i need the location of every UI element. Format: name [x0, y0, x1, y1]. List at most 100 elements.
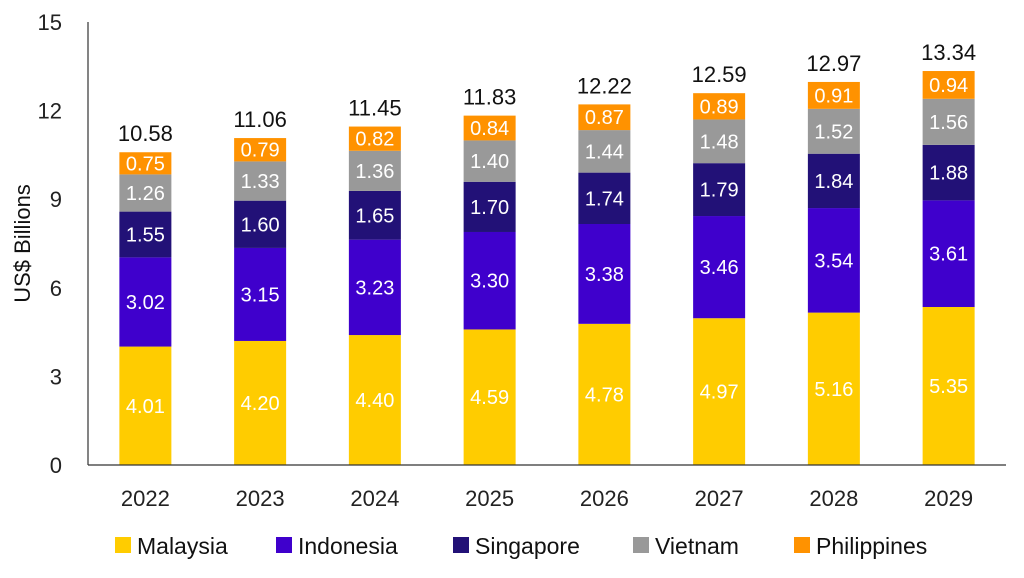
y-tick-label: 0 — [50, 453, 62, 478]
legend-item-singapore: Singapore — [453, 533, 580, 559]
bar-segment-vietnam — [922, 98, 975, 145]
bar-segment-malaysia — [693, 318, 746, 465]
bar-segment-vietnam — [578, 130, 631, 173]
data-label: 3.02 — [126, 292, 165, 314]
bar-segment-indonesia — [693, 216, 746, 319]
total-label: 12.59 — [692, 62, 747, 87]
y-tick-label: 15 — [38, 10, 62, 35]
data-label: 3.54 — [814, 250, 853, 272]
bar-segment-malaysia — [463, 329, 516, 465]
data-label: 1.65 — [355, 205, 394, 227]
bar-segment-malaysia — [119, 346, 172, 465]
data-label: 1.48 — [700, 131, 739, 153]
data-label: 4.78 — [585, 384, 624, 406]
data-label: 3.23 — [355, 277, 394, 299]
bar-segment-philippines — [578, 104, 631, 131]
bar-segment-philippines — [922, 71, 975, 99]
bar-segment-singapore — [234, 200, 287, 248]
data-label: 5.16 — [814, 379, 853, 401]
x-axis: 2022 2023 2024 2025 2026 2027 2028 2029 — [88, 464, 1006, 511]
legend-label: Philippines — [816, 533, 927, 559]
bar-segment-vietnam — [234, 161, 287, 201]
y-tick-label: 12 — [38, 99, 62, 124]
bar-segment-vietnam — [348, 150, 401, 191]
bar-segment-vietnam — [119, 174, 172, 212]
legend-swatch — [453, 537, 469, 553]
bar-segment-indonesia — [922, 200, 975, 307]
bar-segment-indonesia — [578, 224, 631, 324]
x-tick-label: 2027 — [695, 486, 744, 511]
data-label: 5.35 — [929, 376, 968, 398]
bar-segment-indonesia — [119, 257, 172, 347]
legend-swatch — [633, 537, 649, 553]
data-label: 1.36 — [355, 161, 394, 183]
data-label: 1.40 — [470, 151, 509, 173]
bar-segment-singapore — [693, 163, 746, 217]
total-label: 12.97 — [806, 51, 861, 76]
total-label: 10.58 — [118, 121, 173, 146]
data-label: 1.70 — [470, 197, 509, 219]
bar-segment-malaysia — [348, 335, 401, 465]
data-label: 3.30 — [470, 271, 509, 293]
bar-segment-philippines — [348, 126, 401, 151]
data-label: 3.38 — [585, 264, 624, 286]
bar-stack-2025: 4.59 3.30 1.70 1.40 0.84 11.83 — [463, 85, 516, 465]
bar-stack-2022: 4.01 3.02 1.55 1.26 0.75 10.58 — [118, 121, 173, 465]
data-label: 1.60 — [241, 214, 280, 236]
total-label: 11.83 — [463, 85, 516, 110]
y-tick-label: 3 — [50, 364, 62, 389]
legend-item-malaysia: Malaysia — [115, 533, 228, 559]
y-tick-label: 6 — [50, 276, 62, 301]
bar-segment-indonesia — [234, 247, 287, 341]
legend-swatch — [276, 537, 292, 553]
data-label: 3.61 — [929, 244, 968, 266]
data-label: 1.79 — [700, 180, 739, 202]
bar-segment-malaysia — [807, 312, 860, 465]
bar-segment-philippines — [693, 93, 746, 120]
bar-segment-philippines — [463, 115, 516, 141]
bar-segment-singapore — [807, 153, 860, 209]
x-tick-label: 2023 — [236, 486, 285, 511]
legend-label: Vietnam — [655, 533, 739, 559]
data-label: 0.94 — [929, 75, 968, 97]
legend-item-indonesia: Indonesia — [276, 533, 398, 559]
bar-segment-philippines — [234, 138, 287, 162]
y-axis-title-group: US$ Billions — [10, 184, 35, 303]
legend-item-vietnam: Vietnam — [633, 533, 739, 559]
bar-segment-philippines — [119, 152, 172, 175]
y-axis-title: US$ Billions — [10, 184, 35, 303]
legend: Malaysia Indonesia Singapore Vietnam Philipp… — [115, 533, 927, 559]
legend-swatch — [794, 537, 810, 553]
data-label: 4.59 — [470, 387, 509, 409]
data-label: 1.52 — [814, 121, 853, 143]
data-label: 0.87 — [585, 107, 624, 129]
bar-stack-2024: 4.40 3.23 1.65 1.36 0.82 11.45 — [348, 96, 402, 465]
data-label: 4.40 — [355, 390, 394, 412]
bar-segment-vietnam — [693, 119, 746, 164]
data-label: 1.84 — [814, 171, 853, 193]
x-tick-label: 2022 — [121, 486, 170, 511]
data-label: 1.56 — [929, 112, 968, 134]
x-tick-label: 2025 — [465, 486, 514, 511]
bar-segment-singapore — [348, 190, 401, 240]
data-label: 0.75 — [126, 153, 165, 175]
bar-segment-singapore — [119, 211, 172, 258]
data-label: 1.44 — [585, 141, 624, 163]
bar-segment-singapore — [578, 172, 631, 225]
y-axis: 0 3 6 9 12 15 — [38, 10, 89, 478]
data-label: 1.33 — [241, 171, 280, 193]
total-label: 13.34 — [921, 40, 976, 65]
bar-stack-2023: 4.20 3.15 1.60 1.33 0.79 11.06 — [233, 107, 287, 465]
bar-segment-malaysia — [578, 323, 631, 465]
data-label: 0.82 — [355, 129, 394, 151]
legend-item-philippines: Philippines — [794, 533, 927, 559]
data-label: 0.91 — [814, 85, 853, 107]
total-label: 12.22 — [577, 73, 632, 98]
bar-segment-singapore — [922, 144, 975, 201]
bar-stack-2027: 4.97 3.46 1.79 1.48 0.89 12.59 — [692, 62, 747, 465]
data-label: 1.74 — [585, 188, 624, 210]
data-label: 1.26 — [126, 183, 165, 205]
bars: 4.01 3.02 1.55 1.26 0.75 10.58 4.20 3.15 1.60 1.3… — [118, 40, 976, 465]
